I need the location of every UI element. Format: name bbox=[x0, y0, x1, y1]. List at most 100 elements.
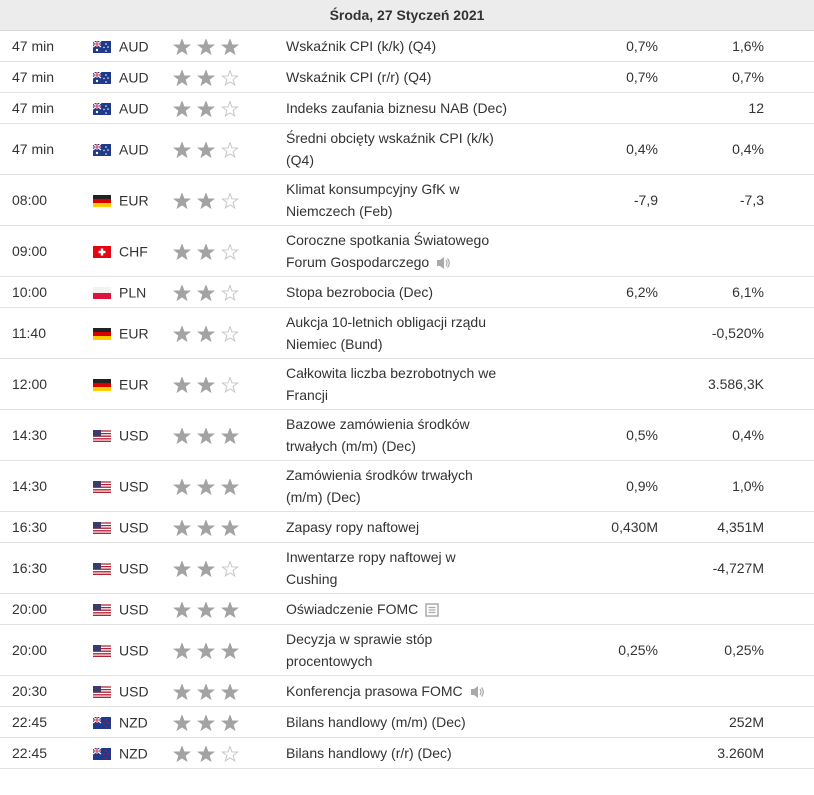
currency: CHF bbox=[119, 243, 148, 260]
event-row: 10:00 PLN Stopa bezrobocia (Dec) 6,2% 6,1% bbox=[0, 276, 814, 308]
importance-stars bbox=[172, 477, 240, 495]
currency-cell: USD bbox=[93, 593, 173, 625]
currency-cell: USD bbox=[93, 460, 173, 512]
date-header: Środa, 27 Styczeń 2021 bbox=[0, 0, 814, 31]
event: Klimat konsumpcyjny GfK w Niemczech (Feb… bbox=[286, 181, 460, 219]
event: Indeks zaufania biznesu NAB (Dec) bbox=[286, 100, 507, 116]
event-wrap: Całkowita liczba bezrobotnych we Francji bbox=[286, 362, 508, 406]
event-wrap: Coroczne spotkania Światowego Forum Gosp… bbox=[286, 229, 508, 273]
spacer bbox=[764, 542, 814, 594]
currency-cell: AUD bbox=[92, 30, 173, 62]
currency-cell: EUR bbox=[93, 358, 173, 410]
previous bbox=[658, 593, 764, 625]
forecast: 0,7% bbox=[526, 61, 658, 93]
event: Wskaźnik CPI (k/k) (Q4) bbox=[286, 38, 437, 54]
star bbox=[172, 283, 192, 301]
event-row: 47 min AUD Wskaźnik CPI (r/r) (Q4) 0,7% 0,7% bbox=[0, 61, 814, 93]
spacer bbox=[764, 624, 814, 676]
currency: USD bbox=[119, 478, 149, 495]
importance-cell bbox=[172, 61, 286, 93]
star bbox=[172, 600, 192, 618]
event-cell: Indeks zaufania biznesu NAB (Dec) bbox=[286, 92, 526, 124]
event-row: 20:30 USD Konferencja prasowa FOMC bbox=[0, 675, 814, 707]
star bbox=[196, 744, 216, 762]
star bbox=[172, 518, 192, 536]
time: 12:00 bbox=[0, 358, 93, 410]
event-wrap: Średni obcięty wskaźnik CPI (k/k) (Q4) bbox=[286, 127, 508, 171]
spacer bbox=[764, 276, 814, 308]
star bbox=[196, 641, 216, 659]
currency-cell: PLN bbox=[93, 276, 173, 308]
event: Aukcja 10-letnich obligacji rządu Niemie… bbox=[286, 314, 486, 352]
spacer bbox=[764, 61, 814, 93]
star bbox=[220, 426, 240, 444]
importance-cell bbox=[172, 624, 286, 676]
star bbox=[220, 477, 240, 495]
time: 11:40 bbox=[0, 307, 93, 359]
previous: 0,4% bbox=[658, 409, 764, 461]
event-cell: Bilans handlowy (m/m) (Dec) bbox=[286, 706, 526, 738]
currency: NZD bbox=[119, 714, 148, 731]
event-row: 11:40 EUR Aukcja 10-letnich obligacji rząd… bbox=[0, 307, 814, 359]
event-wrap: Inwentarze ropy naftowej w Cushing bbox=[286, 546, 508, 590]
event: Bilans handlowy (m/m) (Dec) bbox=[286, 714, 466, 730]
importance-cell bbox=[172, 30, 286, 62]
time: 22:45 bbox=[0, 737, 93, 769]
importance-stars bbox=[172, 713, 240, 731]
star bbox=[196, 37, 216, 55]
previous: 3.260M bbox=[658, 737, 764, 769]
importance-stars bbox=[172, 324, 240, 342]
spacer bbox=[764, 307, 814, 359]
event-wrap: Decyzja w sprawie stóp procentowych bbox=[286, 628, 508, 672]
flag bbox=[93, 685, 111, 698]
previous bbox=[658, 225, 764, 277]
importance-cell bbox=[172, 358, 286, 410]
star bbox=[196, 559, 216, 577]
importance-cell bbox=[172, 409, 286, 461]
importance-stars bbox=[172, 68, 240, 86]
event-wrap: Bilans handlowy (r/r) (Dec) bbox=[286, 742, 508, 764]
star bbox=[196, 283, 216, 301]
event-cell: Stopa bezrobocia (Dec) bbox=[286, 276, 526, 308]
time: 16:30 bbox=[0, 542, 93, 594]
flag bbox=[93, 286, 111, 299]
forecast bbox=[526, 675, 658, 707]
event-cell: Oświadczenie FOMC bbox=[286, 593, 526, 625]
event-wrap: Zapasy ropy naftowej bbox=[286, 516, 508, 538]
spacer bbox=[764, 511, 814, 543]
spacer bbox=[764, 675, 814, 707]
currency-cell: USD bbox=[93, 542, 173, 594]
flag bbox=[93, 194, 111, 207]
star bbox=[172, 744, 192, 762]
spacer bbox=[764, 92, 814, 124]
event: Bilans handlowy (r/r) (Dec) bbox=[286, 745, 452, 761]
event-wrap: Klimat konsumpcyjny GfK w Niemczech (Feb… bbox=[286, 178, 508, 222]
previous: 4,351M bbox=[658, 511, 764, 543]
star bbox=[172, 242, 192, 260]
star bbox=[172, 682, 192, 700]
forecast bbox=[526, 737, 658, 769]
time: 08:00 bbox=[0, 174, 93, 226]
importance-cell bbox=[172, 737, 286, 769]
importance-stars bbox=[172, 283, 240, 301]
event-cell: Konferencja prasowa FOMC bbox=[286, 675, 526, 707]
event-row: 16:30 USD Zapasy ropy naftowej 0,430M 4,351M bbox=[0, 511, 814, 543]
event-cell: Zapasy ropy naftowej bbox=[286, 511, 526, 543]
star bbox=[172, 641, 192, 659]
event-row: 47 min AUD Średni obcięty wskaźnik CPI (k/… bbox=[0, 123, 814, 175]
event-row: 16:30 USD Inwentarze ropy naftowej w Cushi… bbox=[0, 542, 814, 594]
event: Zamówienia środków trwałych (m/m) (Dec) bbox=[286, 467, 473, 505]
event: Oświadczenie FOMC bbox=[286, 601, 419, 617]
event: Całkowita liczba bezrobotnych we Francji bbox=[286, 365, 497, 403]
importance-stars bbox=[172, 600, 240, 618]
event-wrap: Aukcja 10-letnich obligacji rządu Niemie… bbox=[286, 311, 508, 355]
star bbox=[172, 713, 192, 731]
previous: -4,727M bbox=[658, 542, 764, 594]
importance-cell bbox=[172, 593, 286, 625]
spacer bbox=[764, 225, 814, 277]
star bbox=[220, 600, 240, 618]
event: Zapasy ropy naftowej bbox=[286, 519, 420, 535]
event: Średni obcięty wskaźnik CPI (k/k) (Q4) bbox=[286, 130, 494, 168]
flag bbox=[92, 747, 111, 760]
